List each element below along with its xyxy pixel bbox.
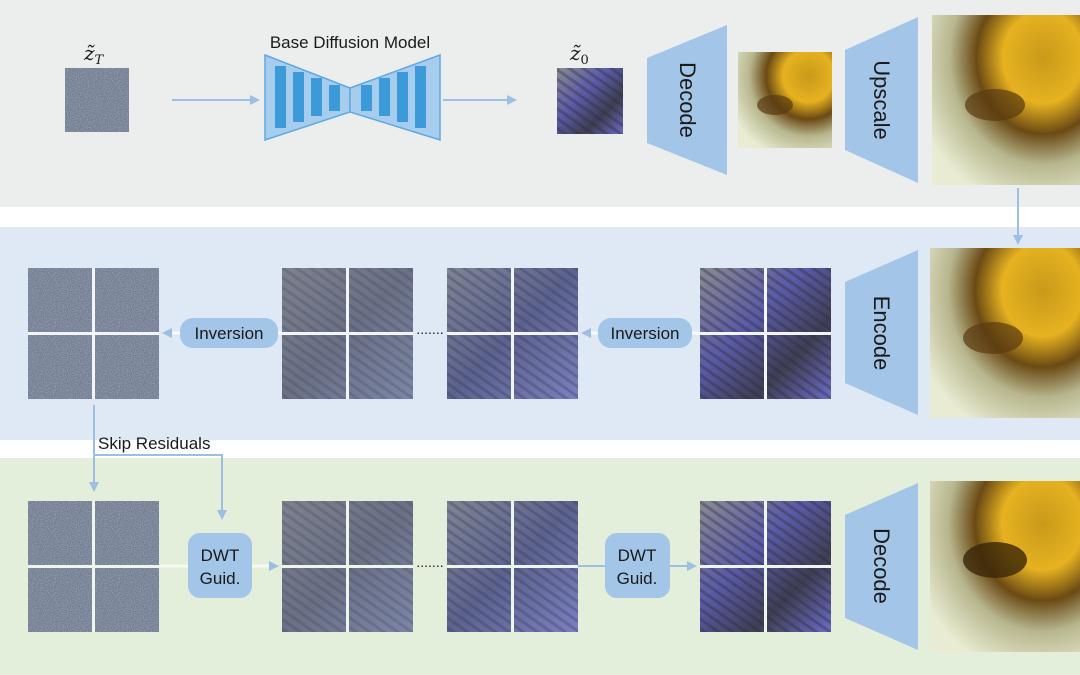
noise-grid-middle bbox=[28, 268, 159, 399]
noise-image bbox=[65, 68, 129, 132]
final-output-image bbox=[930, 481, 1080, 652]
ellipsis-middle: ....... bbox=[416, 321, 443, 337]
dwt-guidance-left: DWT Guid. bbox=[188, 533, 252, 598]
svg-text:Inversion: Inversion bbox=[611, 324, 680, 343]
decoded-image-small bbox=[738, 52, 832, 148]
unet-icon bbox=[264, 53, 441, 142]
svg-text:DWT: DWT bbox=[618, 546, 657, 565]
latent-label: z̃0 bbox=[569, 41, 589, 68]
latent-grid-middle-2 bbox=[282, 268, 413, 399]
noise-grid-bottom bbox=[28, 501, 159, 632]
encode-input-image bbox=[930, 248, 1080, 418]
latent-grid-bottom-2 bbox=[282, 501, 413, 632]
latent-image bbox=[557, 68, 623, 134]
svg-text:DWT: DWT bbox=[201, 546, 240, 565]
latent-grid-middle-3 bbox=[447, 268, 578, 399]
skip-residuals-connector bbox=[89, 405, 227, 520]
dwt-guidance-right: DWT Guid. bbox=[605, 533, 670, 598]
latent-grid-bottom-4 bbox=[700, 501, 831, 632]
model-label: Base Diffusion Model bbox=[270, 33, 430, 52]
inversion-button-left: Inversion bbox=[180, 318, 278, 348]
upscale-block bbox=[845, 17, 918, 183]
svg-text:Guid.: Guid. bbox=[200, 569, 241, 588]
latent-grid-middle-4 bbox=[700, 268, 831, 399]
ellipsis-bottom: ....... bbox=[416, 554, 443, 570]
decode-label-top: Decode bbox=[675, 62, 700, 138]
encode-label: Encode bbox=[869, 296, 894, 371]
upscale-label: Upscale bbox=[869, 60, 894, 139]
skip-residuals-label: Skip Residuals bbox=[98, 434, 210, 453]
decode-block-bottom bbox=[845, 483, 918, 650]
decode-label-bottom: Decode bbox=[869, 528, 894, 604]
upscaled-image bbox=[932, 15, 1080, 185]
svg-text:Guid.: Guid. bbox=[617, 569, 658, 588]
decode-block-top bbox=[647, 25, 727, 175]
latent-grid-bottom-3 bbox=[447, 501, 578, 632]
encode-block bbox=[845, 250, 918, 415]
inversion-button-right: Inversion bbox=[598, 318, 692, 348]
svg-text:Inversion: Inversion bbox=[195, 324, 264, 343]
noise-label: z̃T bbox=[83, 41, 105, 68]
